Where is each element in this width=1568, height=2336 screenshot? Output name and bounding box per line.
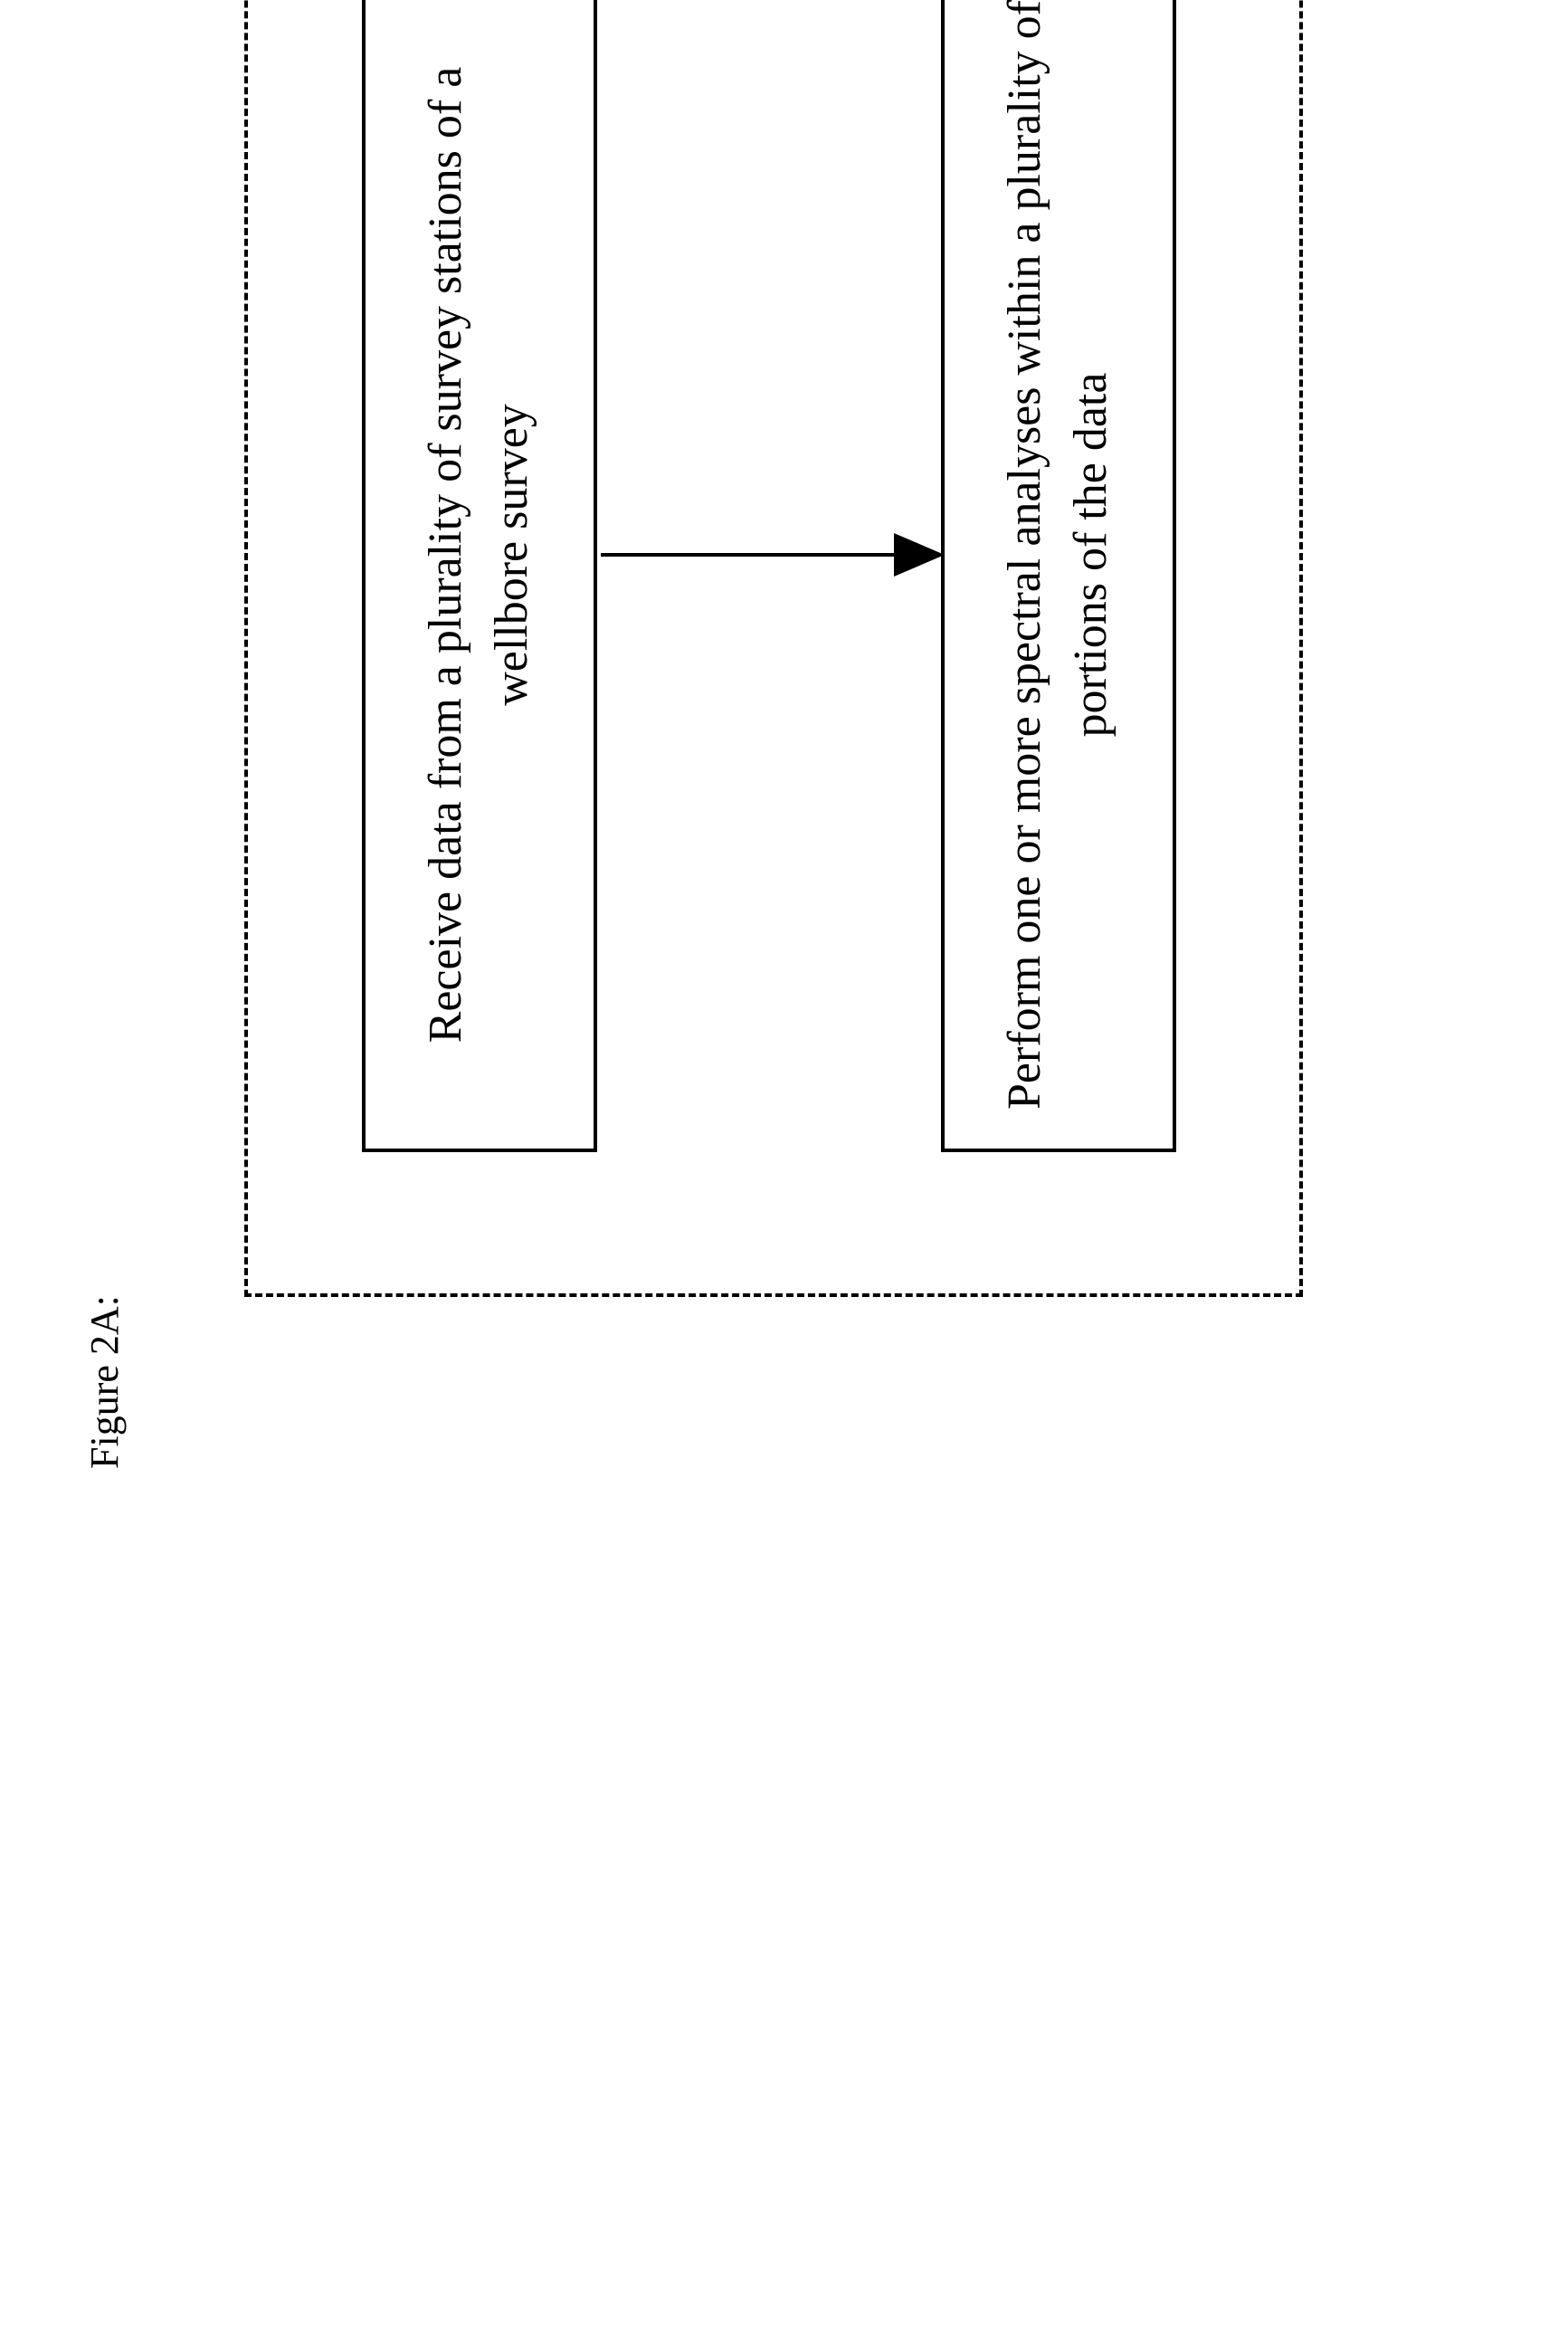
connectors-svg <box>0 0 1568 1568</box>
diagram-canvas: Figure 2A: Receive data from a plurality… <box>0 0 1568 1568</box>
